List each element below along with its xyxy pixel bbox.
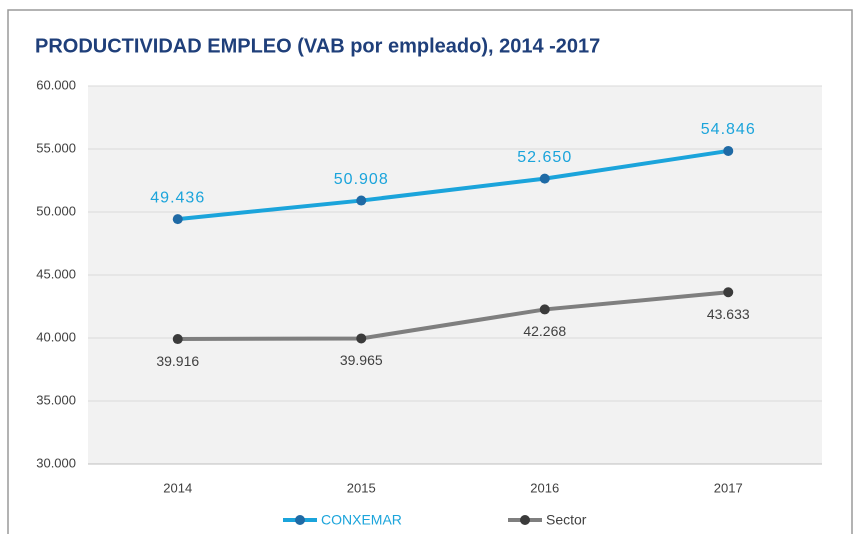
chart-title: PRODUCTIVIDAD EMPLEO (VAB por empleado),… (35, 35, 600, 57)
y-tick-label: 45.000 (36, 266, 76, 281)
value-label: 49.436 (150, 189, 205, 206)
y-tick-label: 50.000 (36, 203, 76, 218)
value-label: 39.916 (156, 353, 199, 369)
value-label: 42.268 (523, 323, 566, 339)
marker (172, 334, 183, 345)
x-tick-label: 2014 (163, 480, 192, 495)
value-label: 50.908 (334, 171, 389, 188)
marker (539, 304, 550, 315)
series-line (177, 290, 729, 342)
legend-label: CONXEMAR (321, 512, 402, 528)
marker (723, 287, 734, 298)
x-tick-label: 2016 (530, 480, 559, 495)
value-label: 43.633 (707, 306, 750, 322)
marker (172, 214, 183, 225)
y-tick-label: 60.000 (36, 77, 76, 92)
series-line (177, 148, 729, 222)
value-label: 39.965 (340, 352, 383, 368)
y-tick-label: 35.000 (36, 392, 76, 407)
y-tick-label: 40.000 (36, 329, 76, 344)
marker (356, 195, 367, 206)
marker (723, 145, 734, 156)
value-label: 54.846 (701, 121, 756, 138)
frame (7, 9, 853, 534)
legend-label: Sector (546, 512, 587, 528)
legend-marker (520, 515, 530, 525)
x-tick-label: 2015 (347, 480, 376, 495)
y-tick-label: 30.000 (36, 455, 76, 470)
marker (356, 333, 367, 344)
legend-marker (295, 515, 305, 525)
marker (539, 173, 550, 184)
y-tick-label: 55.000 (36, 140, 76, 155)
x-tick-label: 2017 (714, 480, 743, 495)
value-label: 52.650 (517, 149, 572, 166)
